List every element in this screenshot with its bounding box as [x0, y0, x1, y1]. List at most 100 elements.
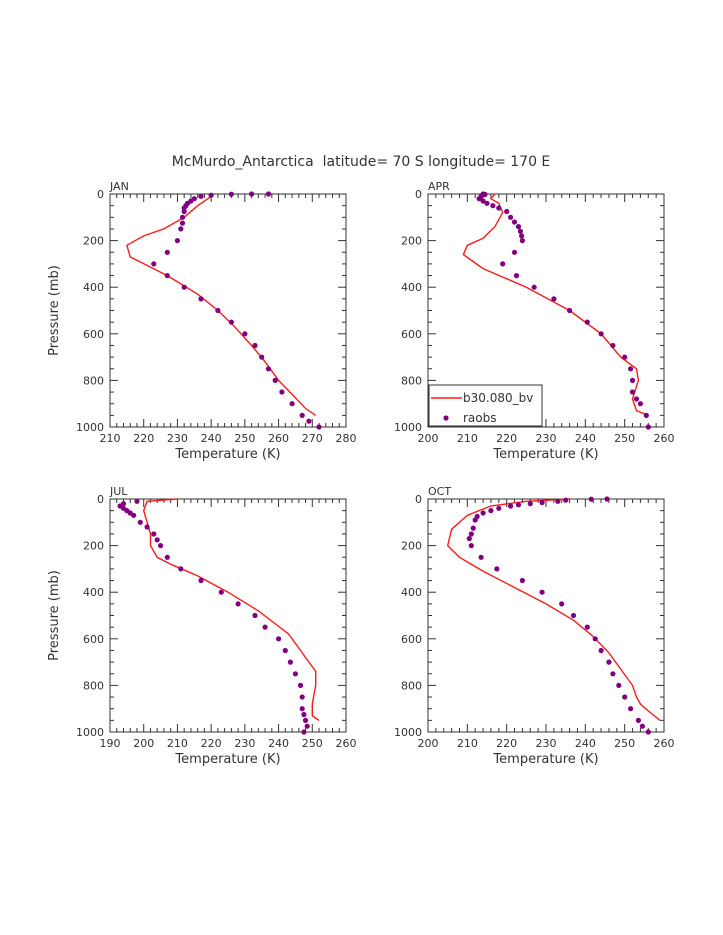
- x-tick-label: 250: [234, 432, 255, 445]
- obs-point: [480, 198, 486, 204]
- obs-point: [511, 249, 518, 255]
- obs-point: [598, 331, 604, 337]
- obs-point: [276, 636, 282, 642]
- obs-point: [158, 543, 164, 549]
- obs-point: [482, 191, 488, 198]
- obs-point: [555, 498, 561, 504]
- obs-point: [252, 342, 258, 349]
- y-tick-label: 200: [401, 235, 422, 248]
- y-tick-label: 400: [401, 281, 422, 294]
- obs-point: [218, 589, 224, 595]
- obs-point: [272, 377, 278, 383]
- obs-point: [592, 636, 598, 642]
- obs-point: [604, 496, 610, 502]
- model-line: [142, 498, 320, 721]
- x-tick-label: 190: [100, 737, 121, 750]
- obs-point: [282, 647, 288, 654]
- x-tick-label: 250: [614, 432, 635, 445]
- y-tick-label: 1000: [76, 726, 104, 739]
- obs-point: [567, 307, 573, 314]
- plot-frame: [427, 498, 665, 733]
- obs-point: [468, 543, 474, 549]
- x-axis-label: Temperature (K): [492, 447, 598, 462]
- y-tick-label: 800: [401, 374, 422, 387]
- obs-point: [496, 505, 502, 511]
- obs-point: [539, 589, 545, 595]
- panel-label: OCT: [428, 485, 451, 498]
- obs-point: [198, 193, 204, 199]
- obs-point: [610, 671, 616, 677]
- y-tick-label: 200: [83, 235, 104, 248]
- x-tick-label: 260: [654, 432, 675, 445]
- plot-frame: [109, 498, 347, 733]
- obs-point: [252, 612, 258, 619]
- obs-point: [164, 554, 170, 560]
- obs-point: [299, 694, 305, 700]
- x-tick-label: 230: [234, 737, 255, 750]
- obs-point: [179, 220, 186, 226]
- obs-point: [151, 531, 157, 537]
- y-tick-label: 0: [415, 188, 422, 201]
- obs-point: [235, 601, 241, 607]
- obs-point: [570, 612, 577, 619]
- obs-point: [504, 208, 510, 215]
- x-tick-label: 210: [100, 432, 121, 445]
- obs-point: [287, 659, 293, 665]
- y-tick-label: 1000: [394, 726, 422, 739]
- obs-point: [494, 566, 500, 572]
- obs-point: [508, 503, 514, 509]
- x-tick-label: 240: [575, 432, 596, 445]
- y-tick-label: 600: [83, 633, 104, 646]
- obs-point: [645, 729, 651, 735]
- obs-point: [289, 401, 295, 407]
- x-tick-label: 240: [575, 737, 596, 750]
- obs-point: [181, 284, 187, 290]
- obs-point: [519, 238, 526, 244]
- y-axis-label: Pressure (mb): [47, 265, 62, 356]
- y-tick-label: 0: [415, 493, 422, 506]
- obs-point: [249, 191, 255, 197]
- y-tick-label: 800: [83, 374, 104, 387]
- x-axis-label: Temperature (K): [492, 752, 598, 767]
- obs-point: [468, 531, 474, 537]
- obs-point: [131, 512, 137, 518]
- x-tick-label: 270: [302, 432, 323, 445]
- obs-point: [179, 214, 186, 220]
- obs-point: [563, 497, 569, 503]
- obs-point: [622, 694, 628, 700]
- obs-point: [616, 682, 622, 689]
- obs-point: [265, 366, 272, 372]
- obs-point: [134, 498, 140, 504]
- panels: JAN 210 220 230 240 250 260 270 280 0 200 400 600 800…: [47, 180, 675, 767]
- x-tick-label: 250: [614, 737, 635, 750]
- x-tick-label: 230: [167, 432, 188, 445]
- x-tick-label: 220: [133, 432, 154, 445]
- model-line: [446, 498, 661, 721]
- obs-point: [519, 577, 526, 584]
- y-axis-label: Pressure (mb): [47, 570, 62, 661]
- obs-point: [151, 261, 157, 267]
- obs-point: [470, 525, 476, 531]
- obs-point: [629, 389, 636, 395]
- x-tick-label: 220: [496, 737, 517, 750]
- y-tick-label: 0: [97, 493, 104, 506]
- obs-point: [198, 296, 204, 302]
- x-tick-label: 250: [302, 737, 323, 750]
- obs-point: [228, 191, 234, 197]
- x-tick-label: 220: [496, 432, 517, 445]
- model-line: [462, 193, 649, 417]
- obs-point: [242, 331, 248, 337]
- obs-point: [628, 366, 634, 372]
- obs-point: [519, 233, 525, 239]
- obs-point: [635, 717, 642, 724]
- obs-point: [511, 219, 518, 225]
- x-tick-label: 260: [268, 432, 289, 445]
- obs-point: [610, 342, 616, 349]
- y-tick-label: 600: [401, 328, 422, 341]
- x-tick-label: 230: [536, 737, 557, 750]
- obs-point: [606, 659, 612, 665]
- y-tick-label: 1000: [394, 421, 422, 434]
- obs-point: [301, 711, 307, 718]
- obs-point: [639, 723, 646, 729]
- x-tick-label: 210: [457, 432, 478, 445]
